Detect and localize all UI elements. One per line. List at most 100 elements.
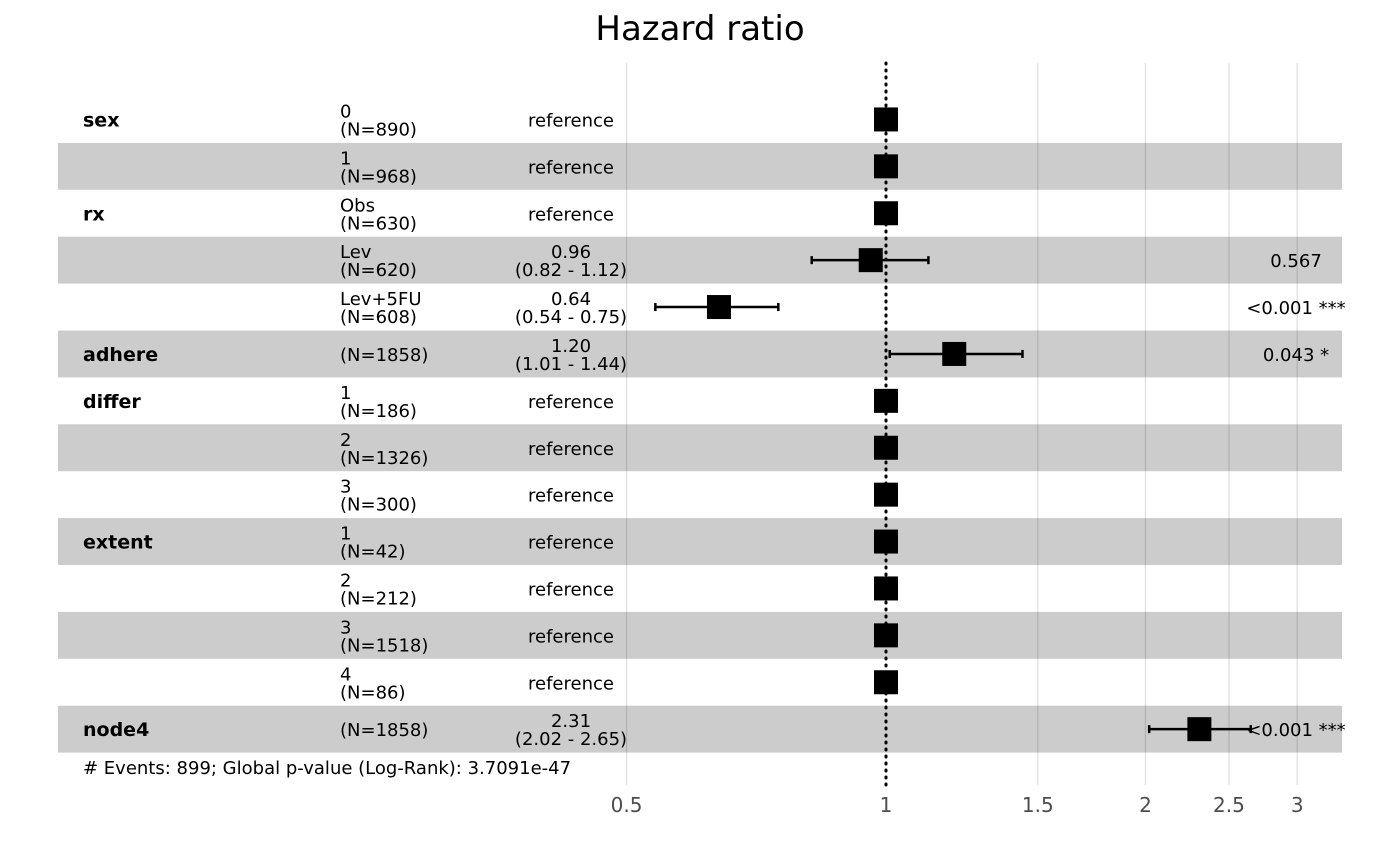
level-label: 1 <box>340 524 351 545</box>
level-label: Obs <box>340 195 375 216</box>
hr-marker <box>874 623 898 648</box>
estimate-label: reference <box>528 579 614 600</box>
footnote: # Events: 899; Global p-value (Log-Rank)… <box>83 758 571 779</box>
estimate-label: 0.64 <box>551 289 591 310</box>
p-value-label: 0.043 * <box>1263 345 1329 366</box>
level-label: 4 <box>340 664 351 685</box>
forest-row: adhere (N=1858) 1.20(1.01 - 1.44) 0.043 * <box>83 336 1329 375</box>
forest-row: 2(N=212) reference <box>340 570 898 609</box>
x-tick-label: 1 <box>880 793 893 817</box>
level-label: 3 <box>340 477 351 498</box>
variable-label: sex <box>83 109 119 131</box>
hr-marker <box>858 248 883 273</box>
n-label: (N=186) <box>340 401 417 422</box>
p-value-label: 0.567 <box>1270 251 1322 272</box>
forest-row: 3(N=300) reference <box>340 477 898 516</box>
estimate-label: 1.20 <box>551 336 591 357</box>
estimate-label: 0.96 <box>551 242 591 263</box>
forest-row: Lev+5FU(N=608) 0.64(0.54 - 0.75) <0.001 **… <box>340 289 1346 328</box>
p-value-label: <0.001 *** <box>1246 298 1345 319</box>
hr-marker <box>874 529 898 554</box>
n-label: (N=300) <box>340 495 417 516</box>
hr-marker <box>874 201 898 226</box>
ci-label: (1.01 - 1.44) <box>515 354 627 375</box>
forest-row: rx Obs(N=630) reference <box>83 195 898 234</box>
row-band <box>58 330 1342 378</box>
row-band <box>58 518 1342 565</box>
row-band <box>58 611 1342 659</box>
grid-lines <box>625 63 1298 785</box>
n-label: (N=608) <box>340 307 417 328</box>
level-label: 3 <box>340 617 351 638</box>
row-band <box>58 424 1342 472</box>
ci-label: (0.82 - 1.12) <box>515 260 627 281</box>
x-tick-label: 0.5 <box>611 793 643 817</box>
variable-label: node4 <box>83 719 149 741</box>
estimate-label: reference <box>528 486 614 507</box>
forest-row: 3(N=1518) reference <box>340 617 898 656</box>
n-label: (N=890) <box>340 119 417 140</box>
hr-marker <box>874 388 898 413</box>
n-label: (N=1858) <box>340 720 428 741</box>
level-label: Lev <box>340 242 372 263</box>
forest-row: 2(N=1326) reference <box>340 430 898 469</box>
level-label: 0 <box>340 101 351 122</box>
n-label: (N=1518) <box>340 635 428 656</box>
n-label: (N=42) <box>340 542 406 563</box>
variable-label: extent <box>83 532 153 554</box>
variable-label: adhere <box>83 344 158 366</box>
hr-marker <box>706 295 731 320</box>
hr-marker <box>942 341 967 366</box>
estimate-label: reference <box>528 673 614 694</box>
forest-row: Lev(N=620) 0.96(0.82 - 1.12) 0.567 <box>340 242 1322 281</box>
ci-label: (2.02 - 2.65) <box>515 729 627 750</box>
forest-row: node4 (N=1858) 2.31(2.02 - 2.65) <0.001 *** <box>83 711 1346 750</box>
n-label: (N=1858) <box>340 345 428 366</box>
variable-label: rx <box>83 203 105 225</box>
estimate-label: reference <box>528 204 614 225</box>
hr-marker <box>1187 717 1212 742</box>
hr-marker <box>874 154 898 179</box>
x-tick-label: 3 <box>1291 793 1304 817</box>
p-value-label: <0.001 *** <box>1246 720 1345 741</box>
n-label: (N=1326) <box>340 448 428 469</box>
hr-marker <box>874 107 898 132</box>
row-bands <box>58 142 1342 753</box>
x-tick-label: 2 <box>1139 793 1152 817</box>
level-label: 2 <box>340 430 351 451</box>
forest-row: 1(N=968) reference <box>340 148 898 187</box>
level-label: Lev+5FU <box>340 289 422 310</box>
x-axis-ticks: 0.5 1 1.5 2 2.5 3 <box>611 793 1304 817</box>
hr-marker <box>874 576 898 601</box>
estimate-label: reference <box>528 110 614 131</box>
n-label: (N=620) <box>340 260 417 281</box>
n-label: (N=212) <box>340 588 417 609</box>
forest-row: 4(N=86) reference <box>340 664 898 703</box>
estimate-label: reference <box>528 157 614 178</box>
forest-row: extent 1(N=42) reference <box>83 524 898 563</box>
level-label: 2 <box>340 570 351 591</box>
row-band <box>58 236 1342 284</box>
n-label: (N=630) <box>340 213 417 234</box>
hr-marker <box>874 670 898 695</box>
level-label: 1 <box>340 148 351 169</box>
n-label: (N=968) <box>340 166 417 187</box>
estimate-label: reference <box>528 533 614 554</box>
forest-row: sex 0(N=890) reference <box>83 101 898 140</box>
level-label: 1 <box>340 383 351 404</box>
row-band <box>58 705 1342 753</box>
estimate-label: reference <box>528 439 614 460</box>
x-tick-label: 2.5 <box>1213 793 1245 817</box>
chart-title: Hazard ratio <box>595 9 804 49</box>
estimate-label: 2.31 <box>551 711 591 732</box>
ci-label: (0.54 - 0.75) <box>515 307 627 328</box>
n-label: (N=86) <box>340 682 406 703</box>
row-band <box>58 142 1342 190</box>
estimate-label: reference <box>528 626 614 647</box>
x-tick-label: 1.5 <box>1022 793 1054 817</box>
hr-marker <box>874 435 898 460</box>
estimate-label: reference <box>528 392 614 413</box>
forest-row: differ 1(N=186) reference <box>83 383 898 422</box>
